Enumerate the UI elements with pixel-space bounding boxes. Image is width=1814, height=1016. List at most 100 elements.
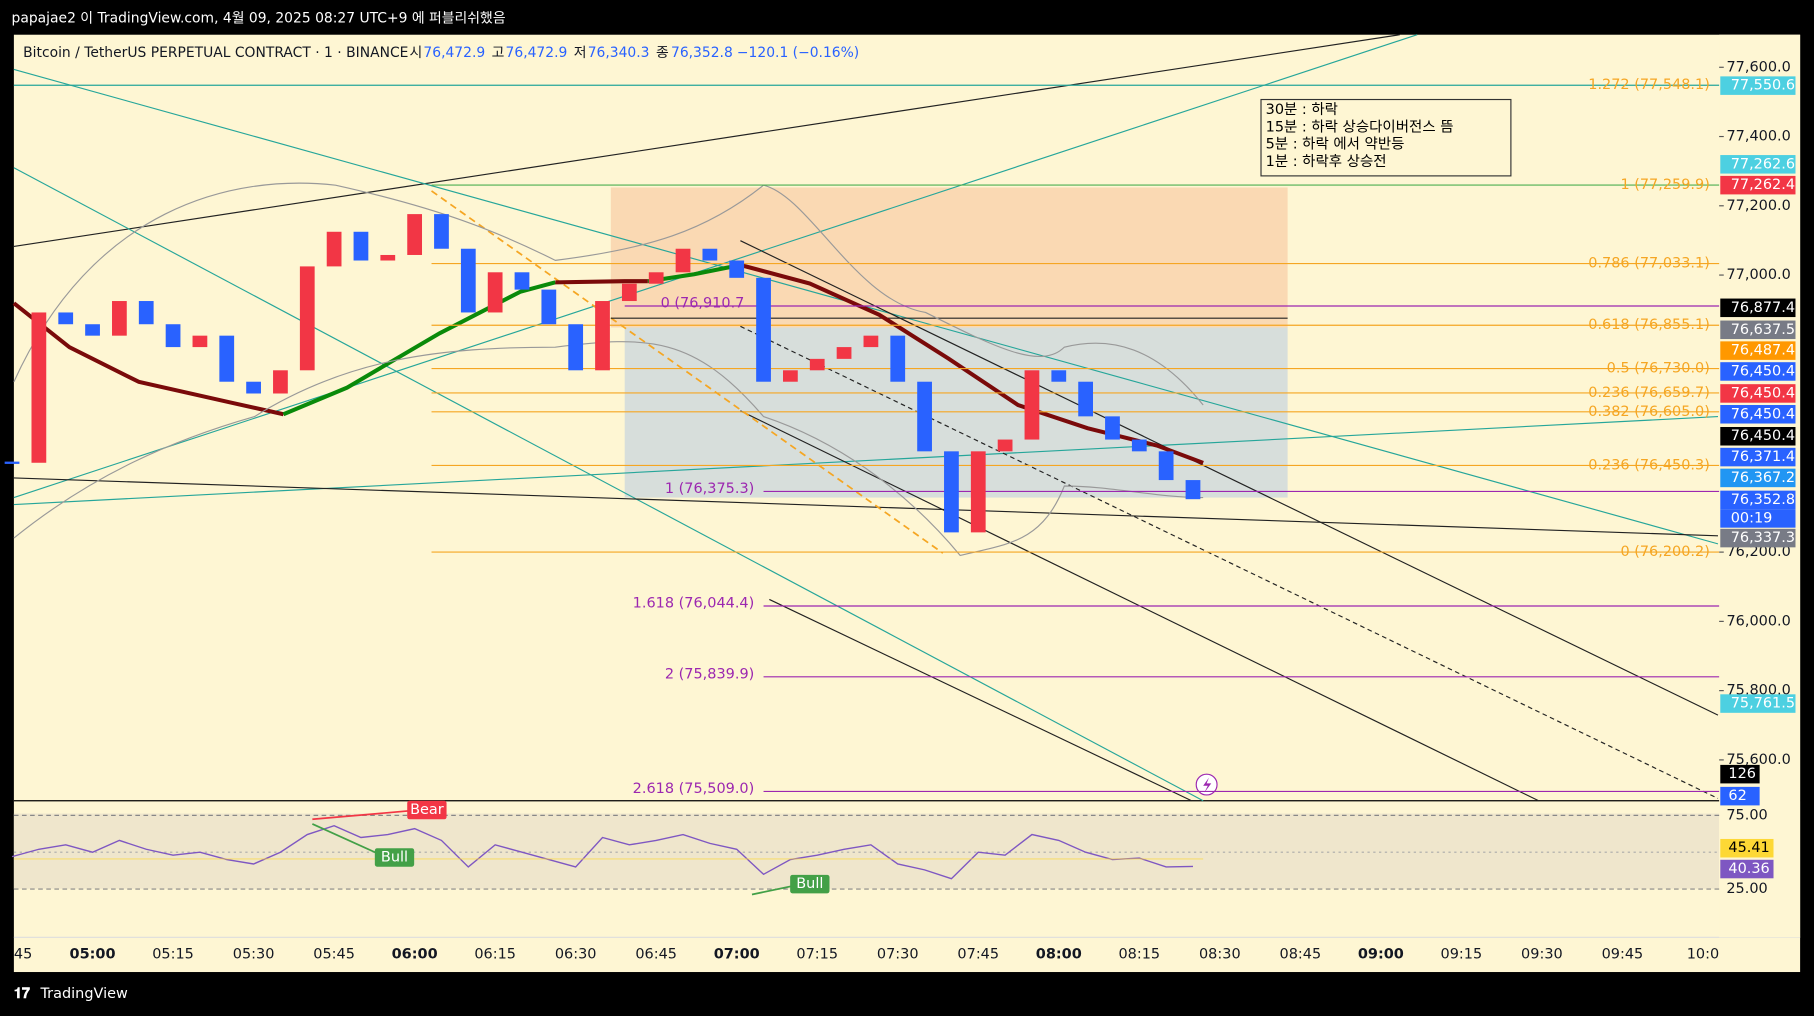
fib-label: 0.618 (76,855.1) bbox=[1588, 317, 1710, 333]
candle bbox=[917, 381, 932, 452]
x-tick-label: 08:45 bbox=[1280, 947, 1322, 963]
price-tag bbox=[1720, 490, 1796, 510]
candle bbox=[58, 312, 74, 325]
volume-tag bbox=[1720, 786, 1760, 806]
price-tag-label: 76,450.4 bbox=[1731, 406, 1795, 422]
divergence-line bbox=[312, 823, 387, 859]
x-tick-label: 07:30 bbox=[877, 947, 919, 963]
price-tag bbox=[1720, 175, 1796, 195]
candle bbox=[407, 214, 423, 255]
x-tick-label: 10:0 bbox=[1687, 947, 1719, 963]
price-tag bbox=[1720, 468, 1796, 488]
signal-label: Bull bbox=[381, 849, 408, 865]
rsi-tick-label: 75.00 bbox=[1726, 807, 1767, 823]
x-tick-label: 06:00 bbox=[392, 947, 438, 963]
ohlc-value: 76,340.3 bbox=[588, 45, 650, 61]
x-tick-label: 09:00 bbox=[1358, 947, 1404, 963]
trendline bbox=[13, 34, 1418, 499]
price-tag bbox=[1720, 155, 1796, 174]
candle bbox=[273, 370, 288, 394]
candle bbox=[514, 272, 530, 290]
y-tick-label: 77,200.0 bbox=[1726, 198, 1790, 214]
rsi-tag bbox=[1720, 859, 1774, 879]
ohlc-value: 76,472.9 bbox=[423, 45, 485, 61]
time-axis: 45 05:00 05:15 05:30 05:45 06:00 06:15 06:30 06:… bbox=[14, 947, 1719, 963]
price-tag bbox=[1720, 341, 1796, 360]
candle bbox=[31, 312, 47, 463]
price-tag bbox=[1720, 362, 1796, 381]
fib-label: 0 (76,910.7 bbox=[661, 296, 745, 312]
price-tag bbox=[1720, 405, 1796, 424]
brand-logo: 𝟏𝟕 bbox=[14, 986, 30, 1002]
publisher: papajae2 이 TradingView.com, 4월 09, 2025 … bbox=[12, 11, 506, 27]
price-tag bbox=[1720, 447, 1796, 467]
rsi-tick-label: 25.00 bbox=[1726, 881, 1767, 897]
candle bbox=[192, 335, 208, 348]
short-zone bbox=[610, 187, 1288, 328]
rsi-ma-label: 45.41 bbox=[1728, 840, 1769, 856]
x-tick-label: 06:30 bbox=[555, 947, 597, 963]
leg-line bbox=[431, 190, 944, 554]
rsi-line bbox=[11, 824, 1193, 880]
divergence-line bbox=[312, 809, 419, 821]
price-tag-label: 76,371.4 bbox=[1731, 449, 1795, 465]
ohlc-key: 고 bbox=[492, 45, 505, 61]
x-tick-label: 05:30 bbox=[233, 947, 275, 963]
candle bbox=[1158, 451, 1174, 481]
candle bbox=[1024, 370, 1040, 440]
legend: Bitcoin / TetherUS PERPETUAL CONTRACT · … bbox=[23, 45, 859, 61]
candle bbox=[1131, 439, 1147, 452]
price-tag bbox=[1720, 426, 1796, 446]
price-tag-label: 76,337.3 bbox=[1731, 530, 1795, 546]
candle bbox=[165, 324, 181, 348]
ma-down bbox=[12, 301, 284, 417]
bollinger-upper bbox=[13, 182, 1204, 406]
price-tag-label: 76,487.4 bbox=[1731, 343, 1795, 359]
note-line: 5분 : 하락 에서 약반등 bbox=[1266, 136, 1405, 153]
candle bbox=[138, 301, 154, 325]
y-tick-label: 77,400.0 bbox=[1726, 129, 1790, 145]
candle bbox=[112, 301, 127, 336]
volume-tag bbox=[1720, 764, 1760, 784]
price-tag bbox=[1720, 320, 1796, 340]
fib-label: 0.236 (76,450.3) bbox=[1588, 457, 1710, 473]
candle bbox=[541, 289, 557, 325]
x-tick-label: 05:15 bbox=[152, 947, 194, 963]
signal-badge bbox=[407, 800, 447, 820]
ma-up bbox=[282, 280, 556, 417]
candle bbox=[1185, 480, 1201, 500]
fib-label: 0 (76,200.2) bbox=[1620, 544, 1709, 560]
candle bbox=[1105, 416, 1120, 440]
trendline bbox=[13, 477, 1718, 537]
volume-tag-label: 62 bbox=[1728, 788, 1746, 804]
x-tick-label: 07:45 bbox=[957, 947, 999, 963]
candle bbox=[326, 231, 342, 267]
fib-label: 1.272 (77,548.1) bbox=[1588, 77, 1710, 93]
price-tag-label: 76,450.4 bbox=[1731, 363, 1795, 379]
fib-label: 2 (75,839.9) bbox=[665, 667, 754, 683]
candle bbox=[863, 335, 879, 348]
x-tick-label: 09:45 bbox=[1602, 947, 1644, 963]
symbol: Bitcoin / TetherUS PERPETUAL CONTRACT · … bbox=[23, 45, 408, 61]
candle bbox=[299, 266, 315, 371]
rsi-band bbox=[13, 813, 1720, 889]
ohlc-value: 76,352.8 bbox=[671, 45, 733, 61]
x-tick-label: 08:30 bbox=[1199, 947, 1241, 963]
y-tick-label: 77,600.0 bbox=[1726, 59, 1790, 75]
ma-down bbox=[555, 279, 648, 285]
fib-label: 0.786 (77,033.1) bbox=[1588, 256, 1710, 272]
trendline bbox=[13, 34, 1400, 248]
ohlc-value: 76,472.9 bbox=[506, 45, 568, 61]
ohlc-key: 종 bbox=[656, 45, 669, 61]
candle bbox=[836, 347, 852, 359]
price-tag-label: 76,637.5 bbox=[1731, 322, 1795, 338]
candle bbox=[675, 248, 691, 273]
x-tick-label: 05:00 bbox=[70, 947, 116, 963]
candle bbox=[1078, 381, 1094, 417]
candle bbox=[970, 451, 986, 533]
price-tag-label: 76,367.2 bbox=[1731, 470, 1795, 486]
candle bbox=[648, 272, 664, 284]
candle bbox=[702, 248, 718, 261]
price-tag bbox=[1720, 298, 1796, 318]
